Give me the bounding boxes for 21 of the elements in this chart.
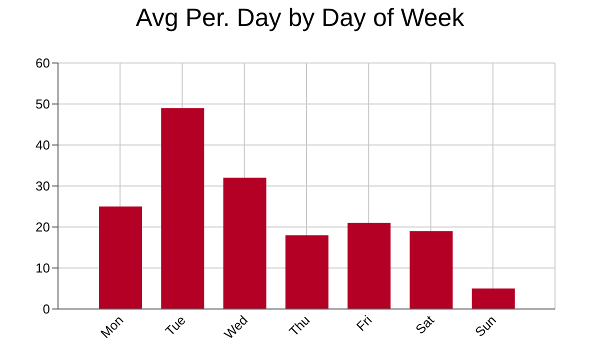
- x-tick-label: Thu: [286, 312, 313, 339]
- y-tick-label: 20: [36, 220, 50, 235]
- bar: [161, 108, 204, 309]
- y-tick-label: 60: [36, 56, 50, 71]
- x-tick-label: Fri: [353, 312, 375, 334]
- bar: [223, 178, 266, 309]
- chart-title: Avg Per. Day by Day of Week: [134, 4, 466, 33]
- y-tick-label: 10: [36, 260, 50, 276]
- bar: [285, 235, 328, 309]
- x-tick-label: Tue: [162, 312, 188, 339]
- x-tick-label: Sat: [412, 312, 438, 337]
- y-tick-label: 40: [36, 138, 50, 153]
- y-tick-label: 50: [36, 96, 50, 112]
- y-tick-label: 30: [36, 178, 50, 194]
- x-tick-label: Mon: [98, 312, 126, 342]
- x-tick-label: Sun: [472, 312, 500, 340]
- bar: [348, 222, 391, 309]
- bar: [410, 231, 453, 309]
- y-tick-label: 0: [42, 302, 50, 317]
- bar: [472, 288, 515, 309]
- bar: [99, 206, 142, 309]
